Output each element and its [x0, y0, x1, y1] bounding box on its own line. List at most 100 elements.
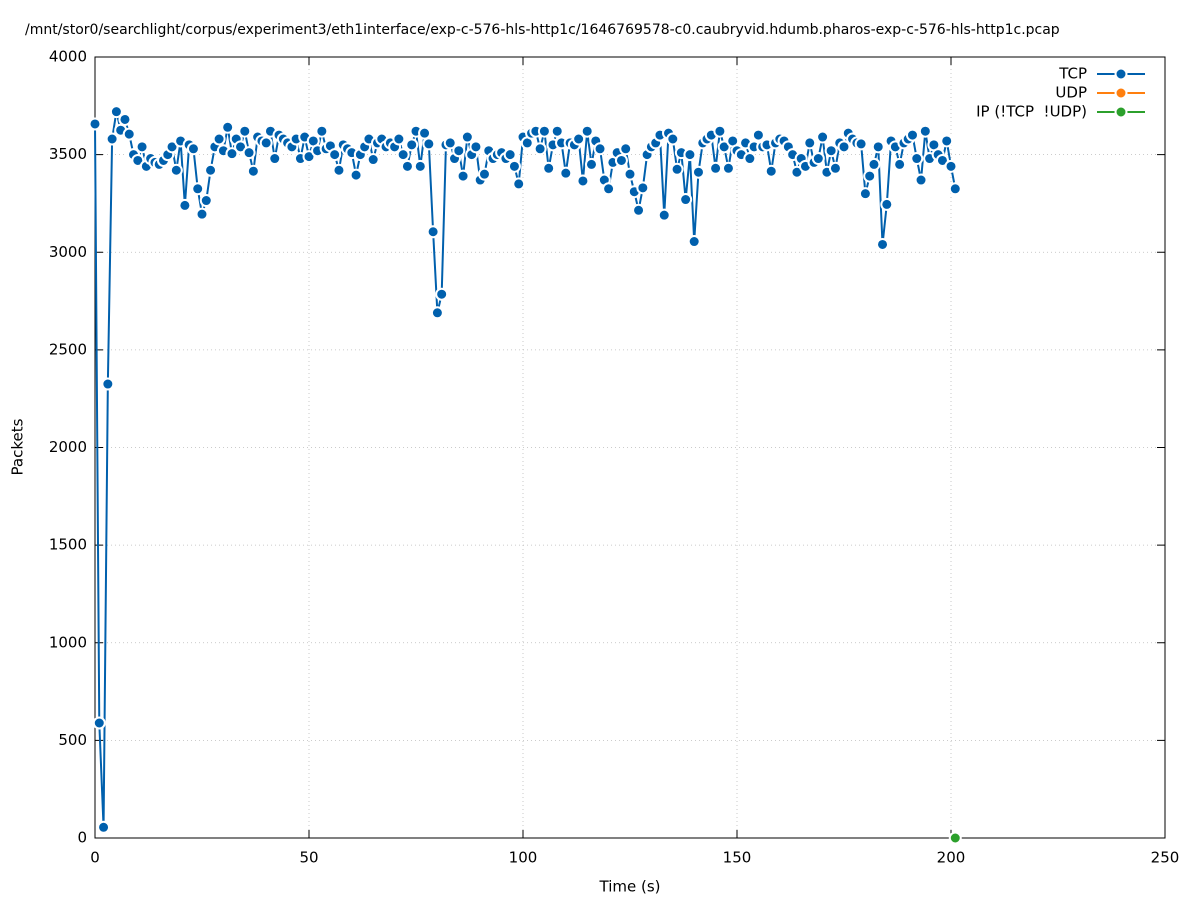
x-tick-label: 150: [723, 849, 752, 867]
data-point: [944, 159, 958, 173]
data-point: [400, 159, 414, 173]
data-point: [418, 126, 432, 140]
data-point: [893, 157, 907, 171]
data-point: [743, 152, 757, 166]
data-point: [456, 169, 470, 183]
data-point: [751, 128, 765, 142]
chart-title: /mnt/stor0/searchlight/corpus/experiment…: [25, 22, 1060, 38]
y-tick-label: 1000: [49, 633, 87, 651]
y-tick-label: 3500: [49, 145, 87, 163]
data-point: [413, 159, 427, 173]
data-point: [721, 161, 735, 175]
x-tick-label: 250: [1151, 849, 1180, 867]
data-point: [430, 306, 444, 320]
x-tick-label: 0: [90, 849, 100, 867]
data-point: [178, 198, 192, 212]
data-point: [97, 820, 111, 834]
data-point: [234, 140, 248, 154]
data-point: [576, 174, 590, 188]
data-point: [328, 148, 342, 162]
data-point: [477, 167, 491, 181]
data-point: [632, 203, 646, 217]
data-point: [246, 164, 260, 178]
y-tick-label: 2000: [49, 438, 87, 456]
data-point: [195, 207, 209, 221]
data-point: [619, 142, 633, 156]
data-point: [105, 132, 119, 146]
data-point: [92, 716, 106, 730]
data-point: [212, 132, 226, 146]
data-point: [790, 165, 804, 179]
data-point: [918, 124, 932, 138]
data-point: [101, 377, 115, 391]
y-tick-label: 500: [58, 731, 87, 749]
data-point: [691, 165, 705, 179]
data-point: [122, 127, 136, 141]
legend-label: IP (!TCP !UDP): [976, 103, 1087, 121]
data-point: [186, 142, 200, 156]
plot-frame: [94, 56, 1166, 839]
data-point: [268, 152, 282, 166]
data-point: [683, 148, 697, 162]
data-point: [469, 140, 483, 154]
x-axis-label: Time (s): [599, 878, 661, 896]
data-point: [828, 161, 842, 175]
data-point: [905, 128, 919, 142]
data-point: [533, 142, 547, 156]
data-point: [880, 197, 894, 211]
data-point: [910, 152, 924, 166]
data-point: [764, 164, 778, 178]
data-point: [109, 105, 123, 119]
data-point: [623, 167, 637, 181]
data-point: [392, 132, 406, 146]
x-tick-label: 50: [299, 849, 318, 867]
data-point: [559, 166, 573, 180]
y-axis-label: Packets: [9, 418, 27, 475]
data-point: [572, 132, 586, 146]
data-point: [349, 168, 363, 182]
legend-marker: [1114, 86, 1128, 100]
y-tick-label: 3000: [49, 243, 87, 261]
data-point: [221, 120, 235, 134]
data-point: [602, 182, 616, 196]
data-point: [443, 136, 457, 150]
data-point: [422, 137, 436, 151]
data-point: [131, 153, 145, 167]
data-point: [452, 144, 466, 158]
data-point: [657, 208, 671, 222]
y-tick-label: 0: [77, 829, 87, 847]
y-tick-label: 2500: [49, 340, 87, 358]
legend-marker: [1114, 105, 1128, 119]
y-tick-label: 1500: [49, 536, 87, 554]
legend-label: TCP: [1058, 65, 1087, 83]
data-point: [914, 173, 928, 187]
data-point: [242, 146, 256, 160]
data-point: [940, 134, 954, 148]
data-point: [507, 159, 521, 173]
data-point: [811, 152, 825, 166]
data-point: [863, 169, 877, 183]
data-point: [405, 138, 419, 152]
data-point: [537, 124, 551, 138]
data-point: [858, 187, 872, 201]
data-point: [550, 124, 564, 138]
y-tick-label: 4000: [49, 48, 87, 66]
data-point: [679, 193, 693, 207]
data-point: [687, 235, 701, 249]
x-tick-label: 100: [509, 849, 538, 867]
data-point: [118, 112, 132, 126]
data-point: [225, 147, 239, 161]
data-point: [614, 153, 628, 167]
data-point: [580, 124, 594, 138]
data-point: [238, 124, 252, 138]
legend-label: UDP: [1055, 84, 1087, 102]
data-point: [717, 140, 731, 154]
data-point: [837, 140, 851, 154]
data-point: [876, 237, 890, 251]
data-point: [584, 157, 598, 171]
data-point: [169, 163, 183, 177]
data-point: [332, 163, 346, 177]
data-point: [199, 194, 213, 208]
data-point: [666, 132, 680, 146]
data-point: [948, 831, 962, 845]
